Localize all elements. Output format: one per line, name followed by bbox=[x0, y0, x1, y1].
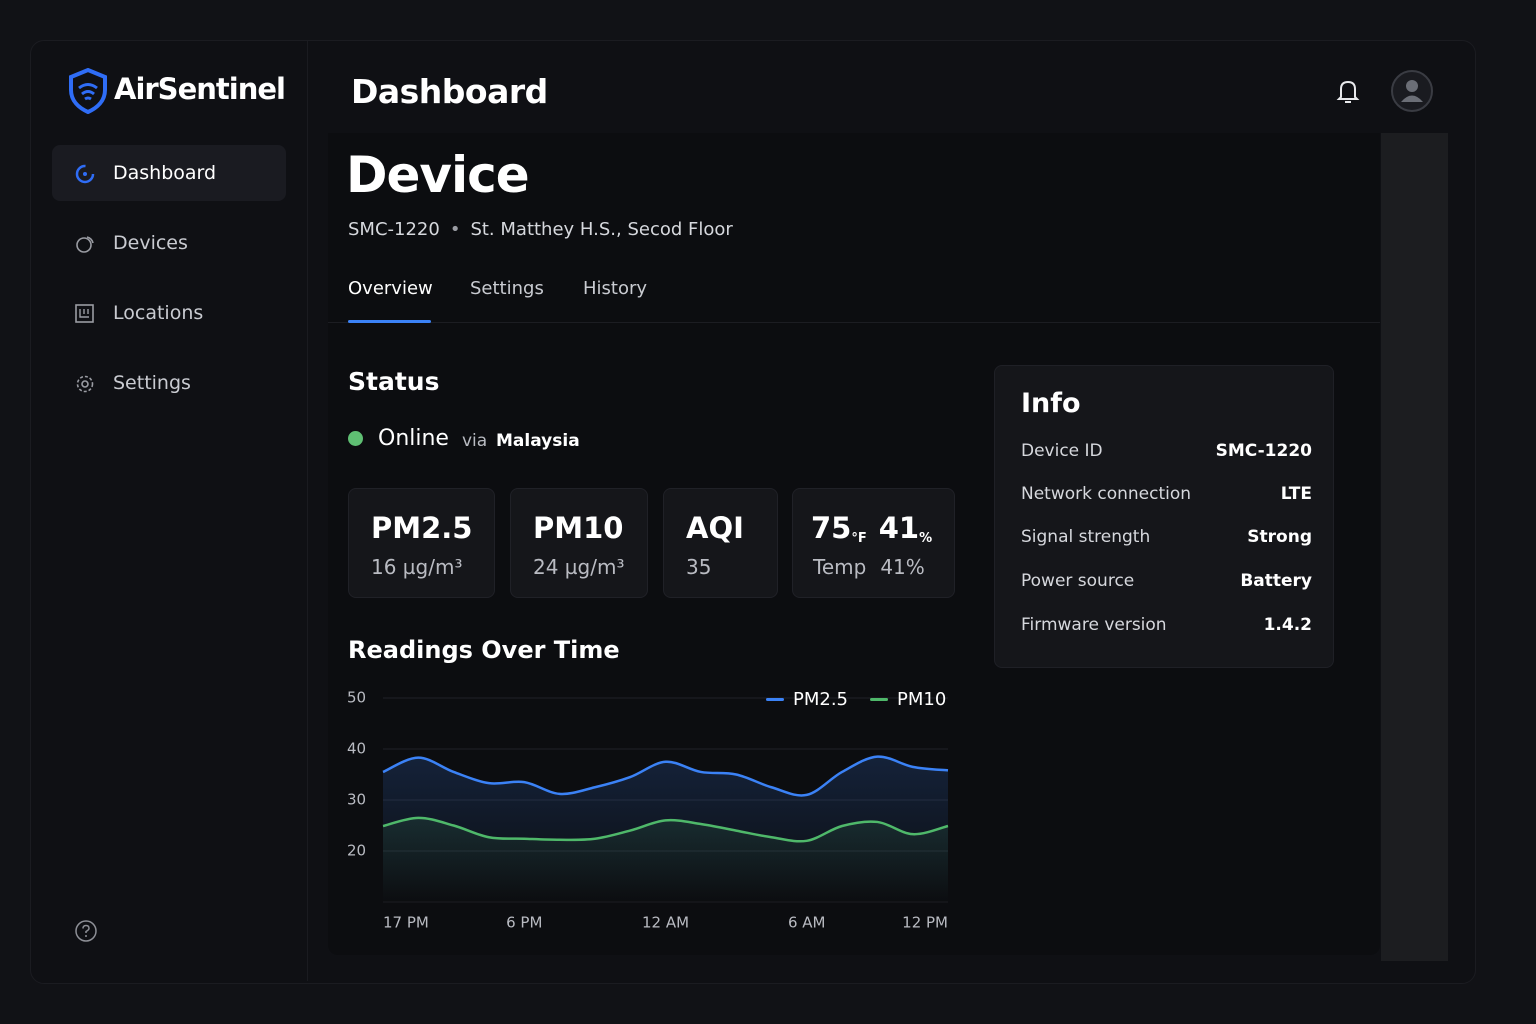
metric-value: Temp 41% bbox=[813, 555, 925, 579]
x-tick-label: 6 PM bbox=[506, 914, 542, 932]
info-label: Firmware version bbox=[1021, 615, 1167, 635]
info-label: Network connection bbox=[1021, 484, 1192, 504]
help-icon[interactable] bbox=[74, 919, 98, 943]
header-title: Dashboard bbox=[351, 72, 548, 111]
legend-label: PM2.5 bbox=[793, 689, 848, 710]
metric-label: PM2.5 bbox=[371, 511, 473, 545]
nav-icon bbox=[76, 375, 94, 393]
y-tick-label: 20 bbox=[347, 842, 366, 860]
tab[interactable]: Settings bbox=[470, 278, 544, 299]
nav-devices[interactable]: Devices bbox=[52, 215, 286, 271]
device-subtitle: SMC-1220 • St. Matthey H.S., Secod Floor bbox=[348, 219, 733, 240]
info-value: 1.4.2 bbox=[1263, 615, 1312, 635]
temp-unit: °F bbox=[851, 531, 867, 546]
tab[interactable]: History bbox=[583, 278, 648, 299]
status-via: via bbox=[462, 431, 488, 451]
nav-icon bbox=[75, 164, 95, 184]
separator: • bbox=[449, 219, 461, 240]
series-line bbox=[382, 816, 949, 843]
info-label: Device ID bbox=[1021, 441, 1103, 461]
brand-name: AirSentinel bbox=[114, 72, 286, 106]
status-dot bbox=[348, 431, 363, 446]
tab[interactable]: Overview bbox=[348, 278, 433, 299]
info-row: Device ID SMC-1220 bbox=[1021, 441, 1312, 461]
metric-card: 75°F 41% Temp 41% bbox=[792, 488, 955, 598]
temp-caption: Temp bbox=[813, 555, 867, 579]
status-network: Malaysia bbox=[496, 431, 580, 451]
info-row: Signal strength Strong bbox=[1021, 527, 1312, 547]
metric-value: 35 bbox=[686, 555, 712, 579]
y-tick-label: 30 bbox=[347, 791, 366, 809]
temp: 75 bbox=[811, 511, 852, 545]
device-location: St. Matthey H.S., Secod Floor bbox=[470, 219, 733, 240]
notifications-button[interactable] bbox=[1334, 76, 1362, 106]
y-tick-label: 40 bbox=[347, 740, 366, 758]
info-row: Firmware version 1.4.2 bbox=[1021, 615, 1312, 635]
info-row: Network connection LTE bbox=[1021, 484, 1312, 504]
info-value: LTE bbox=[1280, 484, 1312, 504]
tab-divider bbox=[328, 322, 1380, 323]
metric-card: AQI 35 bbox=[663, 488, 778, 598]
y-tick-label: 50 bbox=[347, 689, 366, 707]
metric-card: PM2.5 16 µg/m³ bbox=[348, 488, 495, 598]
legend-swatch bbox=[766, 698, 784, 701]
metric-label: 75°F 41% bbox=[811, 511, 932, 546]
info-label: Power source bbox=[1021, 571, 1135, 591]
tab-indicator bbox=[348, 320, 431, 323]
metric-label: PM10 bbox=[533, 511, 624, 545]
device-title: Device bbox=[346, 146, 530, 204]
info-value: Battery bbox=[1240, 571, 1312, 591]
nav-icon bbox=[75, 304, 94, 323]
metric-card: PM10 24 µg/m³ bbox=[510, 488, 648, 598]
humidity-caption: 41% bbox=[880, 555, 925, 579]
status-state: Online bbox=[378, 426, 449, 451]
metric-value: 24 µg/m³ bbox=[533, 555, 625, 579]
brand-logo bbox=[69, 68, 107, 114]
chart-title: Readings Over Time bbox=[348, 636, 620, 664]
nav-label: Devices bbox=[113, 232, 188, 254]
x-tick-label: 6 AM bbox=[788, 914, 826, 932]
x-tick-label: 12 AM bbox=[642, 914, 689, 932]
legend-label: PM10 bbox=[897, 689, 946, 710]
metric-label: AQI bbox=[686, 511, 744, 545]
info-value: SMC-1220 bbox=[1215, 441, 1312, 461]
x-tick-label: 12 PM bbox=[902, 914, 948, 932]
series-line bbox=[382, 755, 949, 797]
status-heading: Status bbox=[348, 367, 440, 396]
info-row: Power source Battery bbox=[1021, 571, 1312, 591]
nav-dashboard[interactable]: Dashboard bbox=[52, 145, 286, 201]
nav-settings[interactable]: Settings bbox=[52, 355, 286, 411]
nav-locations[interactable]: Locations bbox=[52, 285, 286, 341]
legend-swatch bbox=[870, 698, 889, 701]
scrollbar-track bbox=[1381, 133, 1448, 961]
humidity: 41 bbox=[878, 511, 920, 545]
nav-label: Settings bbox=[113, 372, 191, 394]
info-value: Strong bbox=[1247, 527, 1312, 547]
nav-label: Locations bbox=[113, 302, 204, 324]
x-tick-label: 17 PM bbox=[383, 914, 429, 932]
sidebar-divider bbox=[307, 41, 308, 981]
metric-value: 16 µg/m³ bbox=[371, 555, 463, 579]
info-card bbox=[994, 365, 1334, 668]
humidity-unit: % bbox=[919, 531, 933, 546]
profile-button[interactable] bbox=[1390, 69, 1434, 113]
nav-label: Dashboard bbox=[113, 162, 217, 184]
info-title: Info bbox=[1021, 388, 1081, 419]
nav-icon bbox=[76, 236, 94, 253]
info-label: Signal strength bbox=[1021, 527, 1151, 547]
device-id: SMC-1220 bbox=[348, 219, 440, 240]
